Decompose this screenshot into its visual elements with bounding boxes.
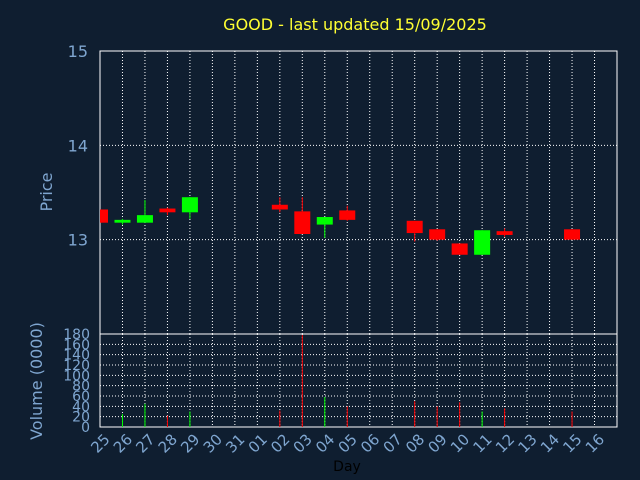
candle-body [114,219,131,223]
volume-panel-frame [99,333,618,428]
candle-body [271,204,288,210]
candle-body [451,243,468,255]
price-tick-labels: 13 14 15 [68,42,88,250]
price-grid [99,50,618,335]
candle-body [496,231,513,235]
candle-body [100,209,108,223]
candle-body [181,197,198,213]
volume-tick-label: 60 [72,389,90,405]
candle-body [406,220,423,234]
volume-tick-label: 180 [63,327,90,343]
volume-tick-label: 80 [72,379,90,395]
x-axis-label: Day [333,459,361,475]
candle-body [316,217,333,225]
volume-tick-label: 100 [63,368,90,384]
volume-grid [99,333,618,428]
price-tick-label: 14 [68,136,88,155]
volume-tick-label: 120 [63,358,90,374]
price-candles [100,197,581,255]
candle-body [429,229,446,240]
day-tick-labels: 2526272829303101020304050607080910111213… [87,430,608,456]
chart-title: GOOD - last updated 15/09/2025 [223,15,487,34]
candle-body [339,210,356,220]
volume-bars [121,335,573,427]
candle-body [136,215,153,223]
candle-body [294,211,311,235]
price-panel-frame [99,50,618,335]
volume-tick-label: 0 [81,420,90,436]
candle-body [564,229,581,240]
volume-tick-label: 160 [63,337,90,353]
candle-body [474,230,491,255]
day-tick-label: 16 [582,430,608,456]
volume-tick-label: 40 [72,399,90,415]
price-tick-label: 15 [68,42,88,61]
price-tick-label: 13 [68,231,88,250]
volume-tick-label: 140 [63,348,90,364]
volume-tick-label: 20 [72,410,90,426]
candle-body [159,208,176,213]
volume-axis-label: Volume (0000) [27,322,46,440]
price-axis-label: Price [37,172,56,211]
